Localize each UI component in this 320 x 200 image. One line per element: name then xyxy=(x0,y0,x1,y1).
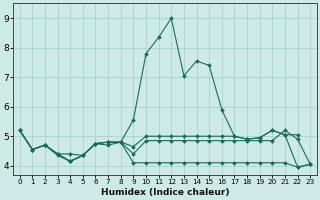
X-axis label: Humidex (Indice chaleur): Humidex (Indice chaleur) xyxy=(101,188,229,197)
